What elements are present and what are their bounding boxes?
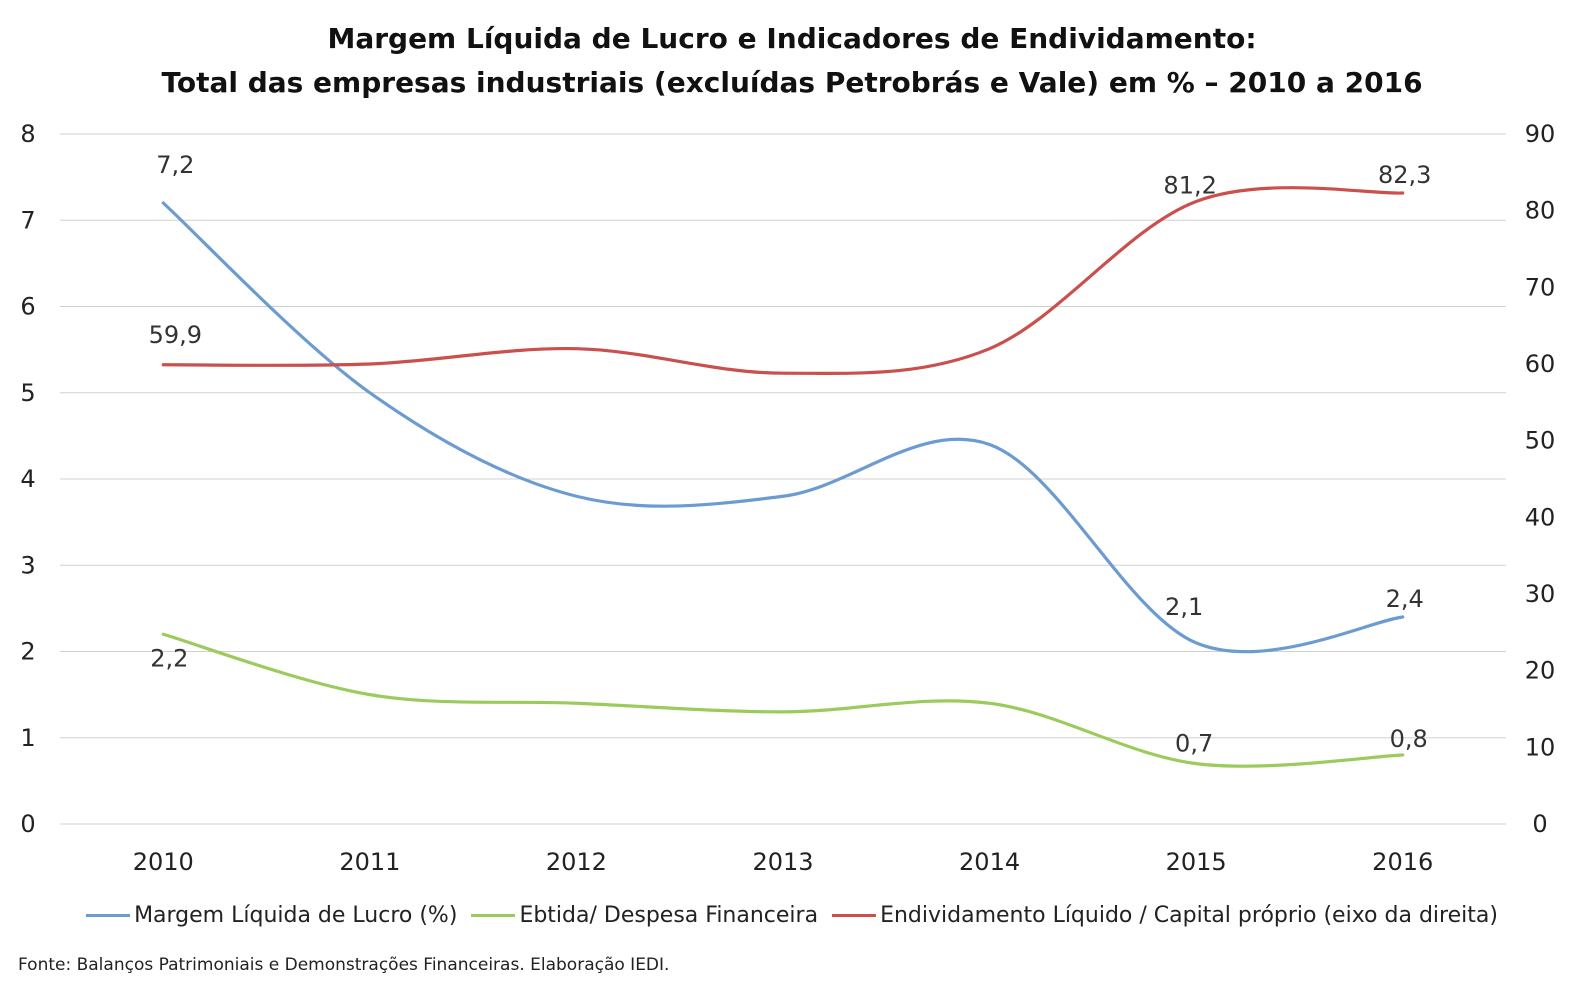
- data-labels: 7,2 2,1 2,4 2,2 0,7 0,8 59,9 81,2 82,3: [149, 151, 1432, 758]
- data-label-ebtida: 0,8: [1390, 725, 1428, 753]
- data-label-ebtida: 0,7: [1175, 730, 1213, 758]
- right-tick-label: 80: [1525, 197, 1556, 225]
- x-tick-label: 2010: [133, 848, 194, 876]
- right-tick-label: 30: [1525, 580, 1556, 608]
- right-tick-label: 70: [1525, 273, 1556, 301]
- x-tick-label: 2015: [1166, 848, 1227, 876]
- left-tick-label: 6: [20, 293, 35, 321]
- left-tick-label: 1: [20, 724, 35, 752]
- right-tick-label: 90: [1525, 120, 1556, 148]
- series-line-ebtida: [161, 632, 1405, 768]
- left-axis-ticks: 0 1 2 3 4 5 6 7 8: [20, 120, 35, 838]
- left-tick-label: 2: [20, 638, 35, 666]
- source-note: Fonte: Balanços Patrimoniais e Demonstra…: [18, 955, 670, 975]
- left-tick-label: 7: [20, 206, 35, 234]
- right-tick-label: 10: [1525, 733, 1556, 761]
- chart-title-line2: Total das empresas industriais (excluída…: [161, 66, 1423, 99]
- x-tick-label: 2011: [339, 848, 400, 876]
- legend-label-endividamento: Endividamento Líquido / Capital próprio …: [880, 902, 1498, 928]
- data-label-margem: 2,1: [1165, 593, 1203, 621]
- legend-swatch-margem: [86, 913, 131, 917]
- data-label-margem: 7,2: [156, 151, 194, 179]
- series-line-margem: [161, 201, 1405, 654]
- x-tick-label: 2013: [752, 848, 813, 876]
- legend-item-ebtida: Ebtida/ Despesa Financeira: [471, 903, 818, 928]
- series-line-endividamento: [161, 186, 1405, 375]
- legend-item-endividamento: Endividamento Líquido / Capital próprio …: [832, 903, 1498, 928]
- data-label-endividamento: 81,2: [1163, 171, 1216, 199]
- left-tick-label: 0: [20, 810, 35, 838]
- legend-item-margem: Margem Líquida de Lucro (%): [86, 903, 457, 928]
- legend-swatch-ebtida: [471, 913, 516, 917]
- x-tick-label: 2012: [546, 848, 607, 876]
- right-axis-ticks: 0 10 20 30 40 50 60 70 80 90: [1525, 120, 1556, 838]
- right-tick-label: 40: [1525, 503, 1556, 531]
- data-label-endividamento: 59,9: [149, 321, 202, 349]
- legend-label-ebtida: Ebtida/ Despesa Financeira: [519, 902, 819, 928]
- right-tick-label: 60: [1525, 350, 1556, 378]
- right-tick-label: 50: [1525, 427, 1556, 455]
- gridlines: [60, 133, 1506, 825]
- right-tick-label: 20: [1525, 657, 1556, 685]
- left-tick-label: 3: [20, 551, 35, 579]
- legend-swatch-endividamento: [832, 913, 877, 917]
- legend-label-margem: Margem Líquida de Lucro (%): [134, 902, 458, 928]
- data-label-margem: 2,4: [1386, 585, 1424, 613]
- data-label-ebtida: 2,2: [150, 644, 188, 672]
- series-lines: [161, 186, 1405, 768]
- x-axis-ticks: 2010 2011 2012 2013 2014 2015 2016: [133, 848, 1434, 876]
- legend: Margem Líquida de Lucro (%) Ebtida/ Desp…: [0, 898, 1584, 932]
- x-tick-label: 2014: [959, 848, 1020, 876]
- left-tick-label: 8: [20, 120, 35, 148]
- x-tick-label: 2016: [1372, 848, 1433, 876]
- left-tick-label: 5: [20, 379, 35, 407]
- right-tick-label: 0: [1532, 810, 1547, 838]
- left-tick-label: 4: [20, 465, 35, 493]
- chart-title-line1: Margem Líquida de Lucro e Indicadores de…: [327, 22, 1257, 55]
- data-label-endividamento: 82,3: [1378, 161, 1431, 189]
